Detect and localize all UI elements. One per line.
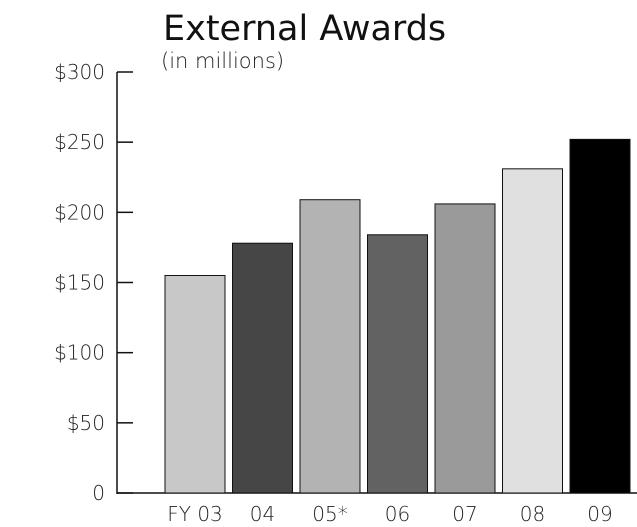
x-tick-label: 07: [452, 502, 477, 526]
y-tick-label: $250: [54, 130, 105, 154]
y-tick-label: $200: [54, 200, 105, 224]
chart-title: External Awards: [163, 9, 446, 49]
y-tick-label: $300: [54, 60, 105, 84]
bar-7: [569, 138, 631, 494]
y-tick-label: $50: [67, 411, 105, 435]
y-tick-label: $150: [54, 271, 105, 295]
chart-subtitle: (in millions): [161, 49, 284, 73]
y-tick-label: 0: [92, 481, 105, 505]
x-tick-label: 09: [587, 502, 612, 526]
y-axis-ticks: 0 $50 $100 $150 $200 $250 $300: [54, 60, 133, 505]
x-tick-label: 05*: [312, 502, 347, 526]
bar-1: [164, 274, 226, 494]
y-tick-label: $100: [54, 341, 105, 365]
bar-6: [502, 168, 563, 494]
x-tick-label: 04: [250, 502, 275, 526]
bar-3: [299, 199, 361, 494]
x-tick-label: 06: [385, 502, 410, 526]
bars: [164, 138, 631, 494]
bar-4: [367, 234, 428, 494]
bar-2: [232, 242, 293, 494]
bar-5: [434, 203, 496, 494]
x-tick-label: 08: [520, 502, 545, 526]
x-tick-label: FY 03: [167, 502, 223, 526]
x-axis-tick-labels: FY 03 04 05* 06 07 08 09: [167, 502, 612, 526]
